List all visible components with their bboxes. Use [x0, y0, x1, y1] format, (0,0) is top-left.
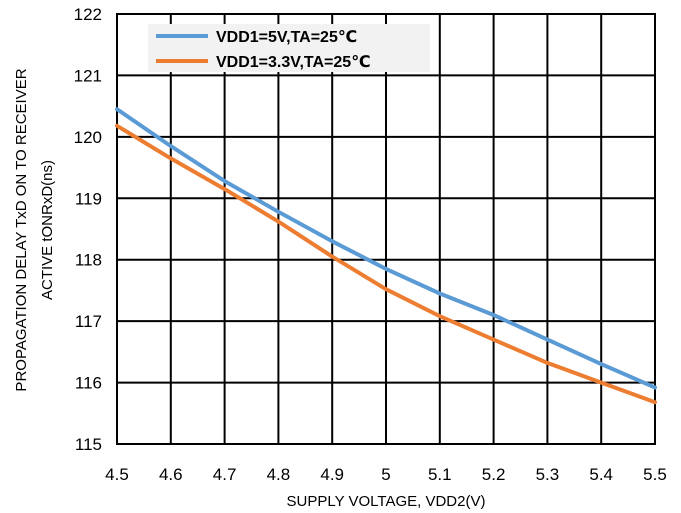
x-tick-label: 5.1 — [428, 465, 452, 484]
x-tick-label: 5 — [381, 465, 390, 484]
y-tick-labels: 115 116 117 118 119 120 121 122 — [74, 5, 102, 454]
x-axis-title: SUPPLY VOLTAGE, VDD2(V) — [287, 493, 486, 510]
legend-label-series-1: VDD1=5V,TA=25℃ — [216, 29, 357, 46]
legend-label-series-2: VDD1=3.3V,TA=25℃ — [216, 54, 371, 71]
x-tick-label: 5.5 — [643, 465, 667, 484]
x-tick-label: 5.4 — [589, 465, 613, 484]
x-tick-label: 4.8 — [267, 465, 291, 484]
y-tick-label: 116 — [75, 374, 102, 393]
x-tick-label: 4.6 — [159, 465, 183, 484]
x-tick-label: 5.3 — [536, 465, 560, 484]
y-tick-label: 119 — [75, 189, 102, 208]
y-tick-label: 121 — [74, 66, 102, 85]
legend: VDD1=5V,TA=25℃ VDD1=3.3V,TA=25℃ — [148, 24, 430, 72]
y-tick-label: 122 — [74, 5, 102, 24]
y-axis-title-line-1: PROPAGATION DELAY TxD ON TO RECEIVER — [13, 68, 30, 391]
y-tick-label: 118 — [75, 251, 102, 270]
x-tick-label: 4.9 — [320, 465, 344, 484]
x-tick-labels: 4.5 4.6 4.7 4.8 4.9 5 5.1 5.2 5.3 5.4 5.5 — [105, 465, 667, 484]
x-tick-label: 5.2 — [482, 465, 506, 484]
y-tick-label: 117 — [75, 312, 102, 331]
x-tick-label: 4.7 — [213, 465, 237, 484]
y-tick-label: 115 — [75, 435, 102, 454]
y-axis-title-line-2: ACTIVE tONRxD(ns) — [39, 160, 56, 300]
x-tick-label: 4.5 — [105, 465, 129, 484]
y-tick-label: 120 — [74, 128, 102, 147]
chart-grid — [117, 14, 655, 444]
